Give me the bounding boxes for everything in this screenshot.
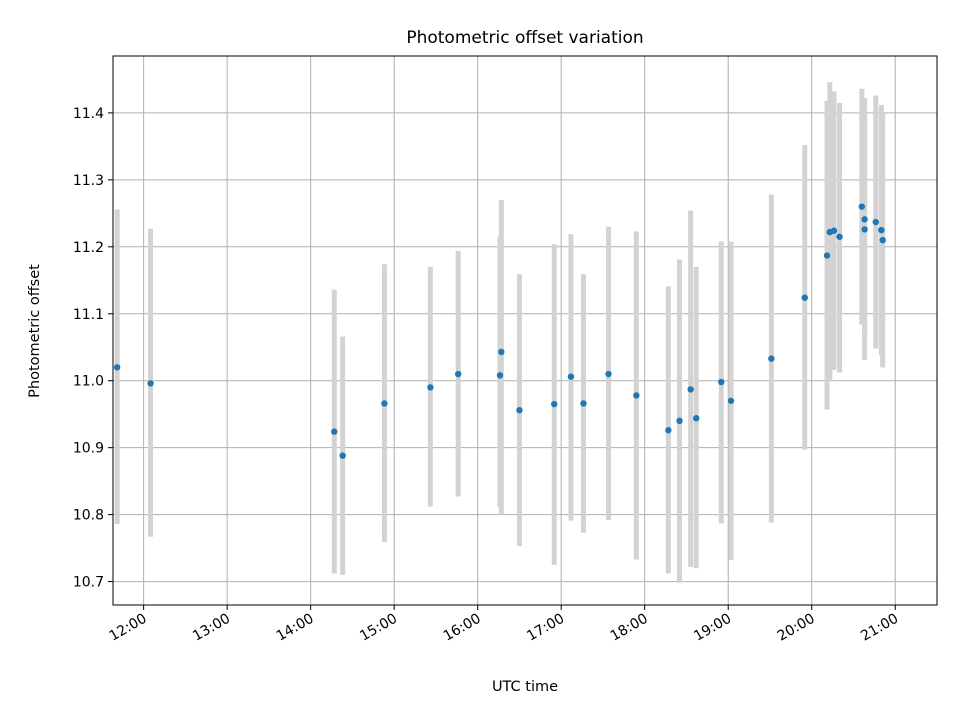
y-tick-label: 10.9	[73, 441, 104, 457]
grid	[113, 56, 937, 605]
data-point	[516, 406, 523, 414]
data-point	[858, 203, 866, 210]
data-point	[878, 226, 885, 234]
data-point	[498, 348, 505, 356]
data-point	[427, 384, 434, 391]
data-point	[836, 233, 843, 240]
y-tick-label: 11.0	[73, 374, 104, 390]
x-axis-label: UTC time	[492, 679, 558, 695]
plot-frame	[112, 55, 938, 606]
data-point	[676, 417, 683, 425]
data-point	[381, 400, 388, 407]
data-point	[113, 364, 121, 371]
data-point	[339, 452, 346, 459]
data-point	[718, 378, 725, 386]
data-point	[687, 386, 694, 393]
data-point	[879, 236, 886, 244]
y-tick-label: 10.8	[73, 508, 104, 524]
y-axis-label: Photometric offset	[27, 264, 43, 398]
data-point	[768, 355, 775, 362]
y-tick-label: 10.7	[73, 575, 104, 591]
data-point	[605, 370, 612, 378]
y-tick-label: 11.3	[73, 173, 104, 189]
data-point	[551, 400, 558, 408]
data-point	[861, 226, 868, 233]
data-point	[580, 400, 587, 407]
data-point	[727, 397, 735, 404]
data-point	[872, 218, 879, 226]
data-point	[567, 373, 575, 380]
data-point	[861, 216, 868, 223]
data-point	[331, 428, 338, 435]
data-point	[830, 227, 838, 234]
data-point	[823, 252, 831, 259]
y-tick-label: 11.1	[73, 307, 104, 323]
data-point	[147, 380, 154, 387]
data-point	[801, 294, 808, 301]
data-point	[693, 415, 700, 422]
chart-title: Photometric offset variation	[406, 28, 643, 48]
data-point	[496, 372, 504, 379]
data-point	[454, 370, 462, 378]
y-tick-label: 11.2	[73, 240, 104, 256]
data-points	[113, 203, 886, 459]
y-axis-ticks: 10.7 10.8 10.9 11.0 11.1 11.2 11.3 11.4	[73, 106, 113, 591]
data-point	[665, 427, 672, 434]
y-tick-label: 11.4	[73, 106, 104, 122]
data-point	[633, 392, 640, 399]
